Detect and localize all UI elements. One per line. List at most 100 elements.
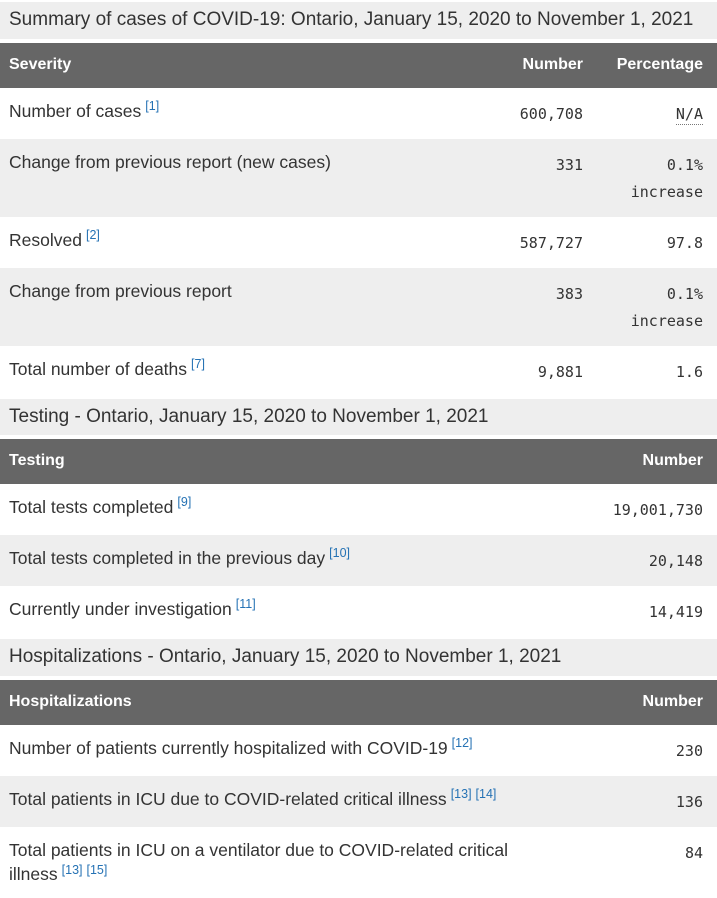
footnote-reference: [2] [86,228,100,242]
row-label: Total tests completed in the previous da… [9,548,326,569]
row-label: Currently under investigation [9,599,232,620]
footnote-reference: [13] [451,787,472,801]
header-row: Severity Number Percentage [0,42,717,88]
severity-table-header: Severity Number Percentage [0,42,717,88]
column-header-hospitalizations: Hospitalizations [0,679,587,725]
percentage-cell: N/A [587,88,717,139]
hospitalizations-table: Hospitalizations Number Number of patients… [0,679,717,898]
footnote-reference: [9] [177,495,191,509]
footnote-ref-link[interactable]: [2] [85,227,100,242]
number-value: 84 [684,843,703,862]
row-label-cell: Number of cases [1] [0,88,467,139]
number-value: 230 [675,741,703,760]
hospitalizations-table-caption: Hospitalizations - Ontario, January 15, … [0,639,717,676]
table-row: Total number of deaths [7] 9,881 1.6 [0,345,717,397]
percentage-value: 97.8 [666,233,703,252]
number-cell: 84 [587,827,717,898]
percentage-cell: 1.6 [587,346,717,397]
table-row: Change from previous report 383 0.1% incre… [0,267,717,346]
header-row: Hospitalizations Number [0,679,717,725]
footnote-ref-link[interactable]: [15] [86,862,108,877]
row-label-cell: Resolved [2] [0,217,467,268]
row-label: Number of patients currently hospitalize… [9,737,448,758]
row-label-cell: Change from previous report (new cases) [0,139,467,217]
row-label: Total number of deaths [9,358,188,379]
table-row: Total tests completed [9] 19,001,730 [0,484,717,536]
footnote-ref-link[interactable]: [9] [177,495,192,510]
number-value: 14,419 [648,603,703,622]
row-label-cell: Total tests completed in the previous da… [0,535,587,586]
footnote-reference: [14] [476,787,497,801]
column-header-testing: Testing [0,439,587,485]
footnote-reference: [15] [87,863,108,877]
percentage-cell: 0.1% increase [587,139,717,217]
table-row: Number of cases [1] 600,708 N/A [0,87,717,139]
row-label: Change from previous report [9,280,232,301]
table-row: Total patients in ICU on a ventilator du… [0,826,717,898]
testing-table-body: Total tests completed [9] 19,001,730 Total … [0,484,717,638]
footnote-reference: [10] [329,546,350,560]
footnote-ref-link[interactable]: [14] [475,786,497,801]
row-label-cell: Total number of deaths [7] [0,346,467,397]
row-label-cell: Currently under investigation [11] [0,586,587,637]
row-label-cell: Number of patients currently hospitalize… [0,725,587,776]
row-label: Total tests completed [9,497,174,518]
number-value: 20,148 [648,552,703,571]
row-label-cell: Total patients in ICU on a ventilator du… [0,827,587,898]
footnote-ref-link[interactable]: [13] [450,786,472,801]
column-header-number: Number [467,42,587,88]
number-cell: 230 [587,725,717,776]
number-cell: 331 [467,139,587,217]
number-cell: 20,148 [587,535,717,586]
column-header-severity: Severity [0,42,467,88]
number-value: 9,881 [537,362,583,381]
severity-table: Severity Number Percentage Number of cases[… [0,42,717,397]
number-value: 331 [555,155,583,174]
row-label: Resolved [9,229,82,250]
testing-table-header: Testing Number [0,439,717,485]
row-label-cell: Total tests completed [9] [0,484,587,535]
number-value: 136 [675,792,703,811]
hospitalizations-table-header: Hospitalizations Number [0,679,717,725]
number-cell: 383 [467,268,587,346]
severity-table-body: Number of cases [1] 600,708 N/A Change from … [0,87,717,397]
footnote-reference: [7] [191,357,205,371]
number-value: 19,001,730 [612,501,703,520]
footnote-reference: [11] [236,597,256,611]
hospitalizations-section: Hospitalizations - Ontario, January 15, … [0,639,717,898]
footnote-reference: [13] [62,863,83,877]
table-row: Change from previous report (new cases) 3… [0,138,717,217]
percentage-cell: 97.8 [587,217,717,268]
footnote-ref-link[interactable]: [13] [61,862,83,877]
percentage-cell: 0.1% increase [587,268,717,346]
footnote-ref-link[interactable]: [11] [235,597,256,612]
number-value: 600,708 [519,104,583,123]
footnote-ref-link[interactable]: [12] [451,735,473,750]
percentage-value: 1.6 [675,362,703,381]
column-header-percentage: Percentage [587,42,717,88]
footnote-ref-link[interactable]: [7] [191,356,205,371]
footnote-ref-link[interactable]: [10] [329,546,351,561]
number-cell: 19,001,730 [587,484,717,535]
number-value: 383 [555,284,583,303]
footnote-reference: [12] [452,736,473,750]
footnote-ref-link[interactable]: [1] [145,98,160,113]
table-row: Currently under investigation [11] 14,419 [0,586,717,638]
table-row: Number of patients currently hospitalize… [0,724,717,776]
row-label: Change from previous report (new cases) [9,151,331,172]
hospitalizations-table-body: Number of patients currently hospitalize… [0,724,717,898]
row-label: Total patients in ICU on a ventilator du… [9,839,508,885]
table-row: Resolved [2] 587,727 97.8 [0,216,717,268]
testing-section: Testing - Ontario, January 15, 2020 to N… [0,398,717,638]
testing-table: Testing Number Total tests completed [9] 19,… [0,439,717,638]
testing-table-caption: Testing - Ontario, January 15, 2020 to N… [0,398,717,436]
not-applicable-abbr: N/A [675,104,703,125]
number-cell: 600,708 [467,88,587,139]
severity-table-caption: Summary of cases of COVID-19: Ontario, J… [0,2,717,39]
row-label: Number of cases [9,100,142,121]
number-value: 587,727 [519,233,583,252]
footnote-reference: [1] [145,99,159,113]
row-label-cell: Change from previous report [0,268,467,346]
severity-section: Summary of cases of COVID-19: Ontario, J… [0,2,717,397]
